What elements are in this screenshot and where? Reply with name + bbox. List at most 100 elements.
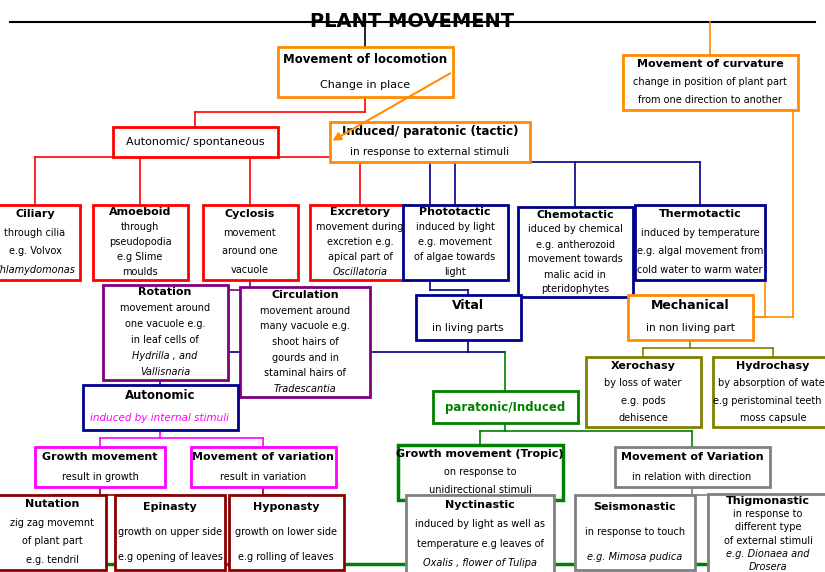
FancyBboxPatch shape <box>398 444 563 499</box>
Text: growth on upper side: growth on upper side <box>118 527 222 537</box>
FancyBboxPatch shape <box>0 495 106 570</box>
Text: cold water to warm water: cold water to warm water <box>637 265 763 275</box>
FancyBboxPatch shape <box>102 284 228 379</box>
Text: zig zag movemnt: zig zag movemnt <box>10 518 94 527</box>
FancyBboxPatch shape <box>713 357 825 427</box>
Text: Autonomic: Autonomic <box>125 390 196 402</box>
Text: e.g rolling of leaves: e.g rolling of leaves <box>238 552 334 562</box>
Text: Excretory: Excretory <box>330 207 390 217</box>
Text: movement towards: movement towards <box>528 255 622 264</box>
Text: Epinasty: Epinasty <box>143 502 197 512</box>
Text: different type: different type <box>735 522 801 533</box>
Text: paratonic/Induced: paratonic/Induced <box>445 400 565 414</box>
FancyBboxPatch shape <box>615 447 770 487</box>
Text: Circulation: Circulation <box>271 290 339 300</box>
Text: e.g Slime: e.g Slime <box>117 252 163 262</box>
FancyBboxPatch shape <box>0 205 80 280</box>
Text: e.g opening of leaves: e.g opening of leaves <box>117 552 223 562</box>
Text: of algae towards: of algae towards <box>414 252 496 262</box>
Text: Phototactic: Phototactic <box>419 207 491 217</box>
Text: Tradescantia: Tradescantia <box>274 384 337 394</box>
Text: Drosera: Drosera <box>749 562 787 572</box>
Text: around one: around one <box>222 247 278 256</box>
Text: Oxalis , flower of Tulipa: Oxalis , flower of Tulipa <box>423 558 537 568</box>
Text: of external stimuli: of external stimuli <box>724 535 813 546</box>
FancyBboxPatch shape <box>635 205 765 280</box>
Text: by absorption of water: by absorption of water <box>718 378 825 388</box>
Text: Movement of locomotion: Movement of locomotion <box>283 53 447 66</box>
Text: Induced/ paratonic (tactic): Induced/ paratonic (tactic) <box>342 125 518 138</box>
Text: movement around: movement around <box>120 303 210 313</box>
Text: gourds and in: gourds and in <box>271 353 338 363</box>
Text: e.g peristominal teeth of: e.g peristominal teeth of <box>713 396 825 406</box>
Text: in response to: in response to <box>733 509 803 519</box>
Text: Movement of curvature: Movement of curvature <box>637 59 784 69</box>
Text: Nutation: Nutation <box>25 499 79 509</box>
Text: Thigmonastic: Thigmonastic <box>726 496 810 506</box>
Text: e.g. algal movement from: e.g. algal movement from <box>637 247 763 256</box>
Text: by loss of water: by loss of water <box>604 378 681 388</box>
FancyBboxPatch shape <box>112 127 277 157</box>
Text: shoot hairs of: shoot hairs of <box>271 337 338 347</box>
FancyBboxPatch shape <box>277 47 452 97</box>
Text: in relation with direction: in relation with direction <box>633 472 752 482</box>
FancyBboxPatch shape <box>575 495 695 570</box>
Text: movement: movement <box>224 228 276 237</box>
Text: temperature e.g leaves of: temperature e.g leaves of <box>417 539 544 549</box>
Text: staminal hairs of: staminal hairs of <box>264 368 346 379</box>
FancyBboxPatch shape <box>35 447 165 487</box>
FancyBboxPatch shape <box>82 384 238 430</box>
Text: result in growth: result in growth <box>62 472 139 482</box>
Text: through: through <box>120 222 159 232</box>
Text: PLANT MOVEMENT: PLANT MOVEMENT <box>310 12 515 31</box>
Text: e.g. Mimosa pudica: e.g. Mimosa pudica <box>587 552 682 562</box>
Text: e.g. pods: e.g. pods <box>620 396 665 406</box>
Text: Hydrochasy: Hydrochasy <box>736 361 809 371</box>
Text: movement around: movement around <box>260 305 350 316</box>
FancyBboxPatch shape <box>517 207 633 297</box>
FancyBboxPatch shape <box>432 391 578 423</box>
FancyBboxPatch shape <box>115 495 225 570</box>
Text: Thermotactic: Thermotactic <box>658 209 742 219</box>
Text: Cyclosis: Cyclosis <box>224 209 276 219</box>
Text: through cilia: through cilia <box>4 228 65 237</box>
Text: moulds: moulds <box>122 267 158 277</box>
FancyBboxPatch shape <box>229 495 343 570</box>
Text: in response to external stimuli: in response to external stimuli <box>351 147 510 157</box>
Text: movement during: movement during <box>316 222 403 232</box>
Text: in living parts: in living parts <box>432 323 504 333</box>
Text: Autonomic/ spontaneous: Autonomic/ spontaneous <box>125 137 264 147</box>
Text: pteridophytes: pteridophytes <box>541 284 609 295</box>
Text: pseudopodia: pseudopodia <box>109 237 172 247</box>
Text: dehisence: dehisence <box>618 413 668 423</box>
FancyBboxPatch shape <box>586 357 700 427</box>
Text: Hyponasty: Hyponasty <box>252 502 319 512</box>
FancyBboxPatch shape <box>92 205 187 280</box>
Text: moss capsule: moss capsule <box>740 413 806 423</box>
Text: malic acid in: malic acid in <box>544 269 606 280</box>
Text: growth on lower side: growth on lower side <box>235 527 337 537</box>
FancyBboxPatch shape <box>330 122 530 162</box>
Text: vacuole: vacuole <box>231 265 269 275</box>
FancyBboxPatch shape <box>406 495 554 572</box>
Text: induced by temperature: induced by temperature <box>641 228 759 237</box>
Text: Movement of Variation: Movement of Variation <box>620 452 763 462</box>
Text: on response to: on response to <box>444 467 516 477</box>
Text: e.g. Dionaea and: e.g. Dionaea and <box>726 549 810 559</box>
Text: Chlamydomonas: Chlamydomonas <box>0 265 76 275</box>
Text: e.g. Volvox: e.g. Volvox <box>8 247 61 256</box>
Text: change in position of plant part: change in position of plant part <box>633 77 787 87</box>
Text: Mechanical: Mechanical <box>651 299 729 312</box>
Text: iduced by chemical: iduced by chemical <box>527 224 622 235</box>
FancyBboxPatch shape <box>310 205 410 280</box>
Text: light: light <box>444 267 466 277</box>
FancyBboxPatch shape <box>202 205 298 280</box>
Text: induced by light as well as: induced by light as well as <box>415 519 545 529</box>
Text: Vallisnaria: Vallisnaria <box>140 367 190 376</box>
Text: Change in place: Change in place <box>320 80 410 89</box>
Text: Seismonastic: Seismonastic <box>594 502 676 512</box>
FancyBboxPatch shape <box>628 295 752 340</box>
Text: Amoeboid: Amoeboid <box>109 207 172 217</box>
Text: Movement of variation: Movement of variation <box>192 452 334 462</box>
Text: many vacuole e.g.: many vacuole e.g. <box>260 321 350 331</box>
